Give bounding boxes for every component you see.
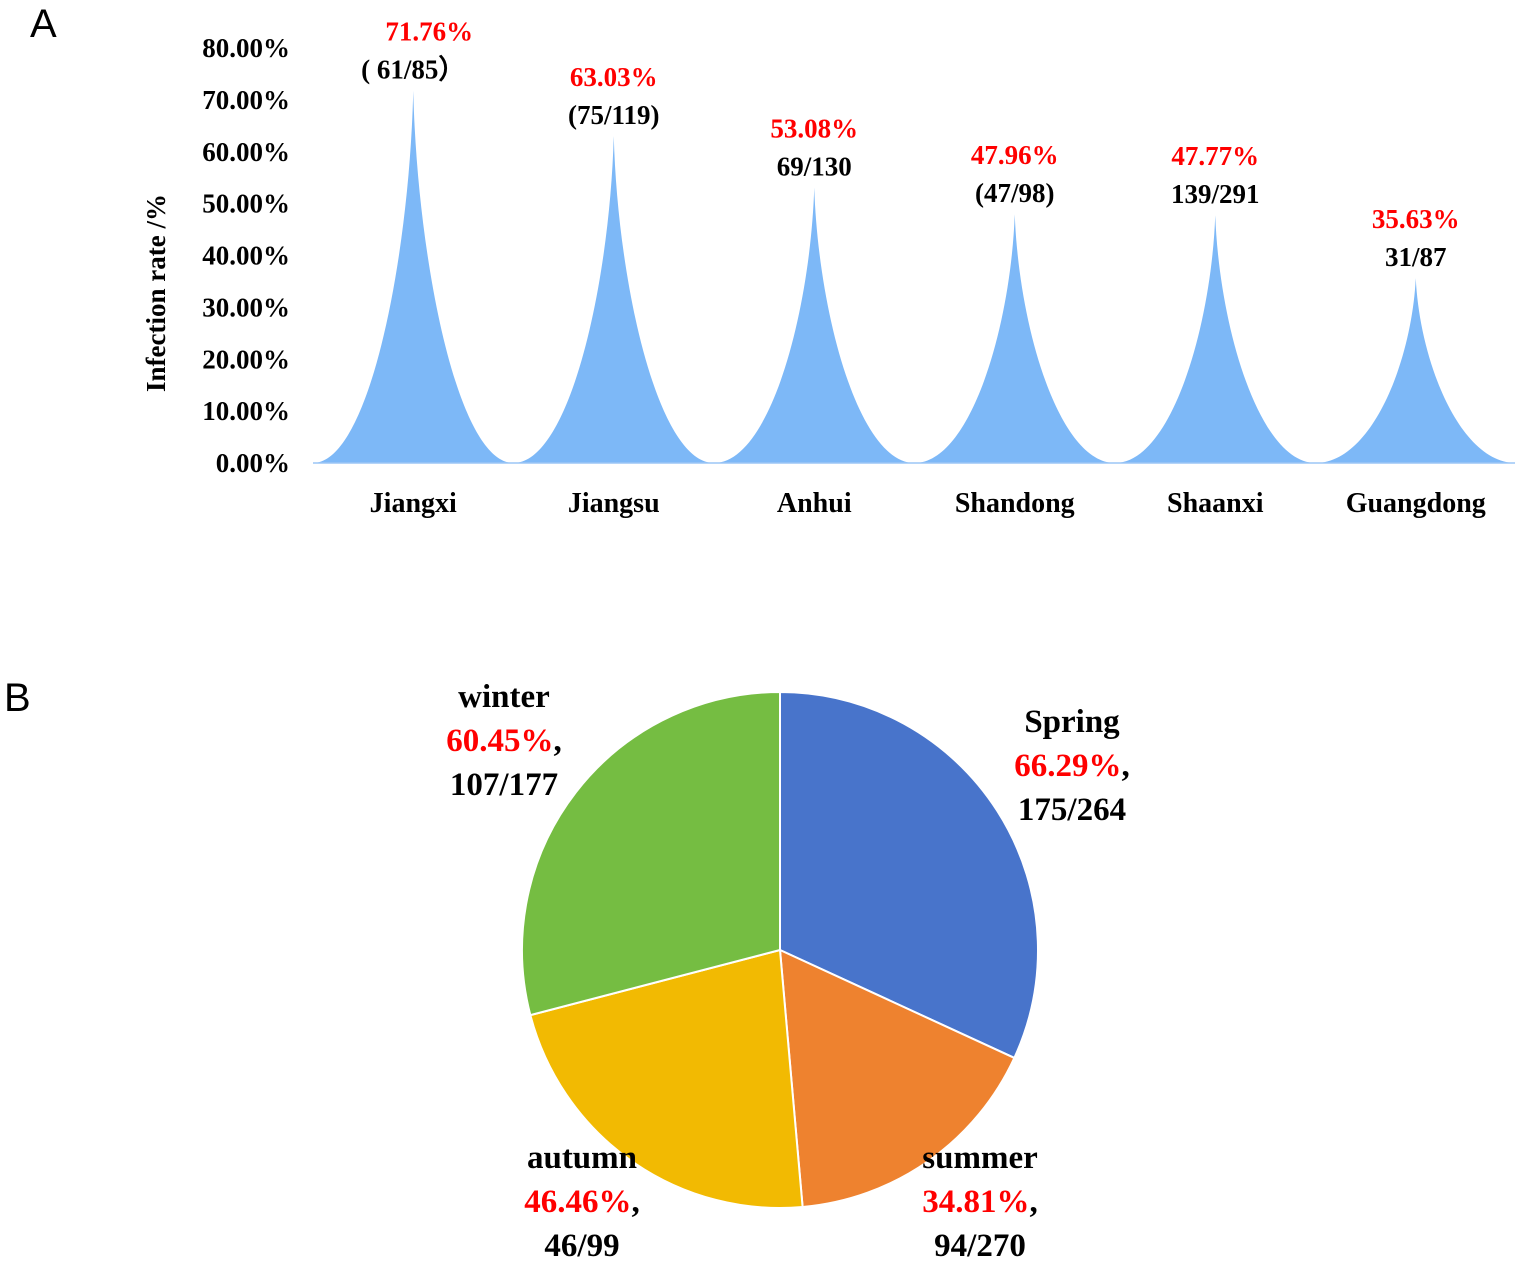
pie-label-name: autumn (527, 1140, 637, 1176)
spike-guangdong (1315, 278, 1516, 463)
pie-label-fraction: 175/264 (1018, 792, 1126, 828)
pie-slices (521, 690, 1039, 1209)
panel-b-letter: B (4, 676, 31, 720)
data-label-percent: 53.08% (770, 114, 858, 144)
data-label-percent: 71.76% (385, 17, 473, 47)
data-label-fraction: (75/119) (568, 100, 660, 130)
infection-rate-by-season-pie: Spring66.29%,175/264summer34.81%,94/270a… (446, 679, 1130, 1262)
pie-label-percent-line: 46.46%, (524, 1184, 640, 1220)
spike-anhui (714, 187, 915, 463)
pie-label-percent-line: 34.81%, (922, 1184, 1038, 1220)
pie-label-fraction: 107/177 (450, 767, 558, 803)
data-label-fraction: 31/87 (1385, 242, 1447, 272)
pie-slice-spring (779, 690, 1039, 1060)
pie-labels: Spring66.29%,175/264summer34.81%,94/270a… (446, 679, 1130, 1262)
y-tick-label: 20.00% (202, 344, 290, 374)
pie-label-name: Spring (1024, 704, 1120, 740)
y-tick-label: 0.00% (216, 448, 290, 478)
pie-label-percent: 66.29% (1014, 748, 1121, 784)
x-tick-label: Jiangsu (568, 488, 660, 519)
spike-shaanxi (1115, 215, 1316, 463)
y-tick-label: 10.00% (202, 396, 290, 426)
pie-label-percent-line: 60.45%, (446, 723, 562, 759)
y-tick-label: 40.00% (202, 241, 290, 271)
pie-label-fraction: 94/270 (934, 1228, 1026, 1262)
pie-label-name: winter (458, 679, 550, 715)
panel-a-letter: A (30, 2, 57, 46)
spike-jiangsu (513, 136, 714, 464)
data-label-fraction: (47/98) (975, 178, 1054, 208)
data-label-percent: 47.77% (1171, 141, 1259, 171)
y-axis-label: Infection rate /% (141, 194, 171, 392)
y-tick-label: 50.00% (202, 189, 290, 219)
pie-label-percent: 34.81% (922, 1184, 1029, 1220)
pie-label-name: summer (922, 1140, 1037, 1176)
y-tick-label: 30.00% (202, 292, 290, 322)
y-tick-label: 70.00% (202, 85, 290, 115)
x-tick-label: Jiangxi (370, 488, 457, 519)
pie-label-percent: 46.46% (524, 1184, 631, 1220)
y-axis-ticks: 0.00% 10.00% 20.00% 30.00% 40.00% 50.00% 60.00… (202, 33, 290, 478)
y-tick-label: 60.00% (202, 137, 290, 167)
x-tick-label: Anhui (777, 488, 852, 519)
x-tick-label: Shaanxi (1167, 488, 1264, 519)
data-label-percent: 47.96% (971, 140, 1059, 170)
pie-slice-autumn (529, 948, 804, 1209)
pie-label-comma: , (632, 1184, 640, 1220)
area-series (313, 90, 1516, 464)
pie-label-percent: 60.45% (446, 723, 553, 759)
data-label-fraction: ( 61/85） (361, 55, 465, 85)
y-tick-label: 80.00% (202, 33, 290, 63)
x-tick-label: Guangdong (1346, 488, 1486, 519)
spike-jiangxi (313, 90, 514, 464)
infection-rate-by-province-chart: 0.00% 10.00% 20.00% 30.00% 40.00% 50.00% 60.00… (141, 17, 1516, 519)
pie-label-percent-line: 66.29%, (1014, 748, 1130, 784)
pie-label-fraction: 46/99 (544, 1228, 619, 1262)
data-label-fraction: 139/291 (1171, 179, 1260, 209)
spike-shandong (914, 214, 1115, 463)
pie-slice-winter (521, 690, 781, 1017)
x-tick-label: Shandong (955, 488, 1075, 519)
pie-label-comma: , (1122, 748, 1130, 784)
pie-label-comma: , (554, 723, 562, 759)
pie-label-comma: , (1030, 1184, 1038, 1220)
data-label-percent: 35.63% (1372, 204, 1460, 234)
data-labels: 71.76% ( 61/85） 63.03% (75/119) 53.08% 69/130… (361, 17, 1460, 272)
data-label-percent: 63.03% (570, 62, 658, 92)
data-label-fraction: 69/130 (777, 152, 852, 182)
pie-slice-summer (778, 948, 1016, 1209)
x-axis-labels: Jiangxi Jiangsu Anhui Shandong Shaanxi Guangd… (370, 488, 1486, 519)
